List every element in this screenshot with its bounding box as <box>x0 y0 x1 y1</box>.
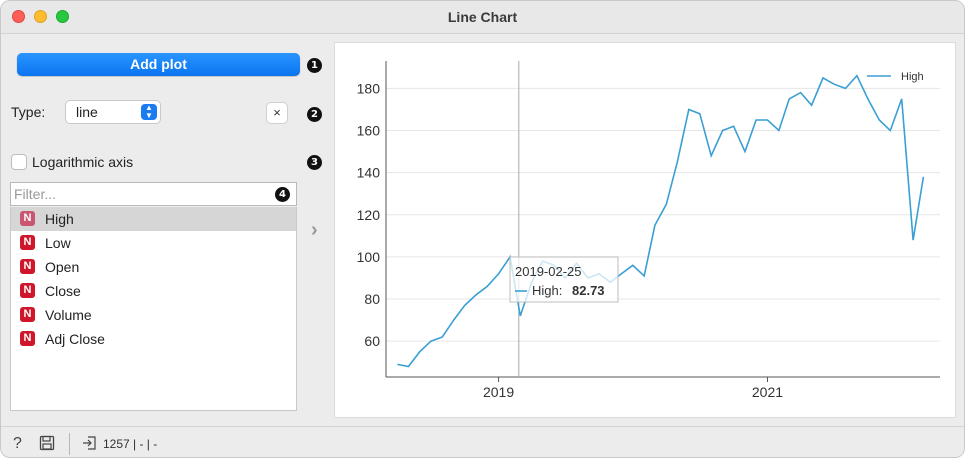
help-icon[interactable]: ? <box>13 435 22 452</box>
tooltip-date: 2019-02-25 <box>515 264 582 279</box>
line-chart[interactable]: 60 80 100 120 140 160 180 2019 2021 High 2019-0… <box>335 43 955 417</box>
plot-area[interactable]: 60 80 100 120 140 160 180 2019 2021 High 2019-0… <box>334 42 956 418</box>
close-window-button[interactable] <box>12 10 25 23</box>
badge-1: 1 <box>307 58 322 73</box>
list-item-open[interactable]: N Open <box>11 255 296 279</box>
y-tick-label: 60 <box>364 333 380 349</box>
badge-3: 3 <box>307 155 322 170</box>
tooltip-value: 82.73 <box>572 283 605 298</box>
list-item-low[interactable]: N Low <box>11 231 296 255</box>
select-arrows-icon: ▲ ▼ <box>141 104 157 120</box>
numeric-variable-icon: N <box>20 211 35 226</box>
y-tick-label: 100 <box>357 249 381 265</box>
list-item-adj-close[interactable]: N Adj Close <box>11 327 296 351</box>
numeric-variable-icon: N <box>20 259 35 274</box>
type-select[interactable]: line ▲ ▼ <box>65 100 161 124</box>
list-item-label: Close <box>45 283 81 299</box>
badge-4: 4 <box>275 187 290 202</box>
y-tick-label: 120 <box>357 207 381 223</box>
log-axis-checkbox[interactable] <box>11 154 27 170</box>
title-bar: Line Chart <box>1 1 964 34</box>
list-item-volume[interactable]: N Volume <box>11 303 296 327</box>
y-tick-label: 140 <box>357 165 381 181</box>
chart-grid <box>386 87 940 342</box>
y-tick-label: 180 <box>357 80 381 96</box>
status-divider <box>69 433 70 455</box>
numeric-variable-icon: N <box>20 307 35 322</box>
numeric-variable-icon: N <box>20 331 35 346</box>
numeric-variable-icon: N <box>20 235 35 250</box>
tooltip-series-label: High: <box>532 283 562 298</box>
minimize-window-button[interactable] <box>34 10 47 23</box>
x-axis: 2019 2021 <box>386 376 940 400</box>
log-axis-label[interactable]: Logarithmic axis <box>32 154 134 170</box>
legend-label-high: High <box>901 71 924 83</box>
window-title: Line Chart <box>447 9 518 25</box>
chevron-right-icon[interactable]: › <box>311 219 318 241</box>
list-item-label: High <box>45 211 74 227</box>
x-tick-label: 2021 <box>752 384 783 400</box>
tooltip-box <box>509 256 619 303</box>
y-tick-label: 160 <box>357 123 381 139</box>
list-item-label: Open <box>45 259 80 275</box>
variable-list[interactable]: N High N Low N Open N Close N Volume N A… <box>10 207 297 411</box>
list-item-label: Low <box>45 235 71 251</box>
numeric-variable-icon: N <box>20 283 35 298</box>
chart-legend: High <box>867 71 924 83</box>
save-icon[interactable] <box>39 435 55 456</box>
list-item-label: Adj Close <box>45 331 105 347</box>
list-item-label: Volume <box>45 307 92 323</box>
type-label: Type: <box>11 104 46 120</box>
list-item-high[interactable]: N High <box>11 207 296 231</box>
x-tick-label: 2019 <box>483 384 514 400</box>
add-plot-button[interactable]: Add plot <box>17 53 300 76</box>
type-select-value: line <box>76 104 98 120</box>
hover-tooltip: 2019-02-25 High: 82.73 <box>509 256 619 303</box>
zoom-window-button[interactable] <box>56 10 69 23</box>
remove-plot-button[interactable]: × <box>266 102 288 124</box>
list-item-close[interactable]: N Close <box>11 279 296 303</box>
status-bar: ? 1257 | - | - <box>1 426 964 457</box>
y-axis: 60 80 100 120 140 160 180 <box>357 61 387 377</box>
series-line-high <box>397 74 925 368</box>
y-tick-label: 80 <box>364 291 380 307</box>
status-summary: 1257 | - | - <box>103 437 158 451</box>
input-data-icon <box>81 435 97 456</box>
badge-2: 2 <box>307 107 322 122</box>
filter-input[interactable]: Filter... <box>10 182 297 206</box>
